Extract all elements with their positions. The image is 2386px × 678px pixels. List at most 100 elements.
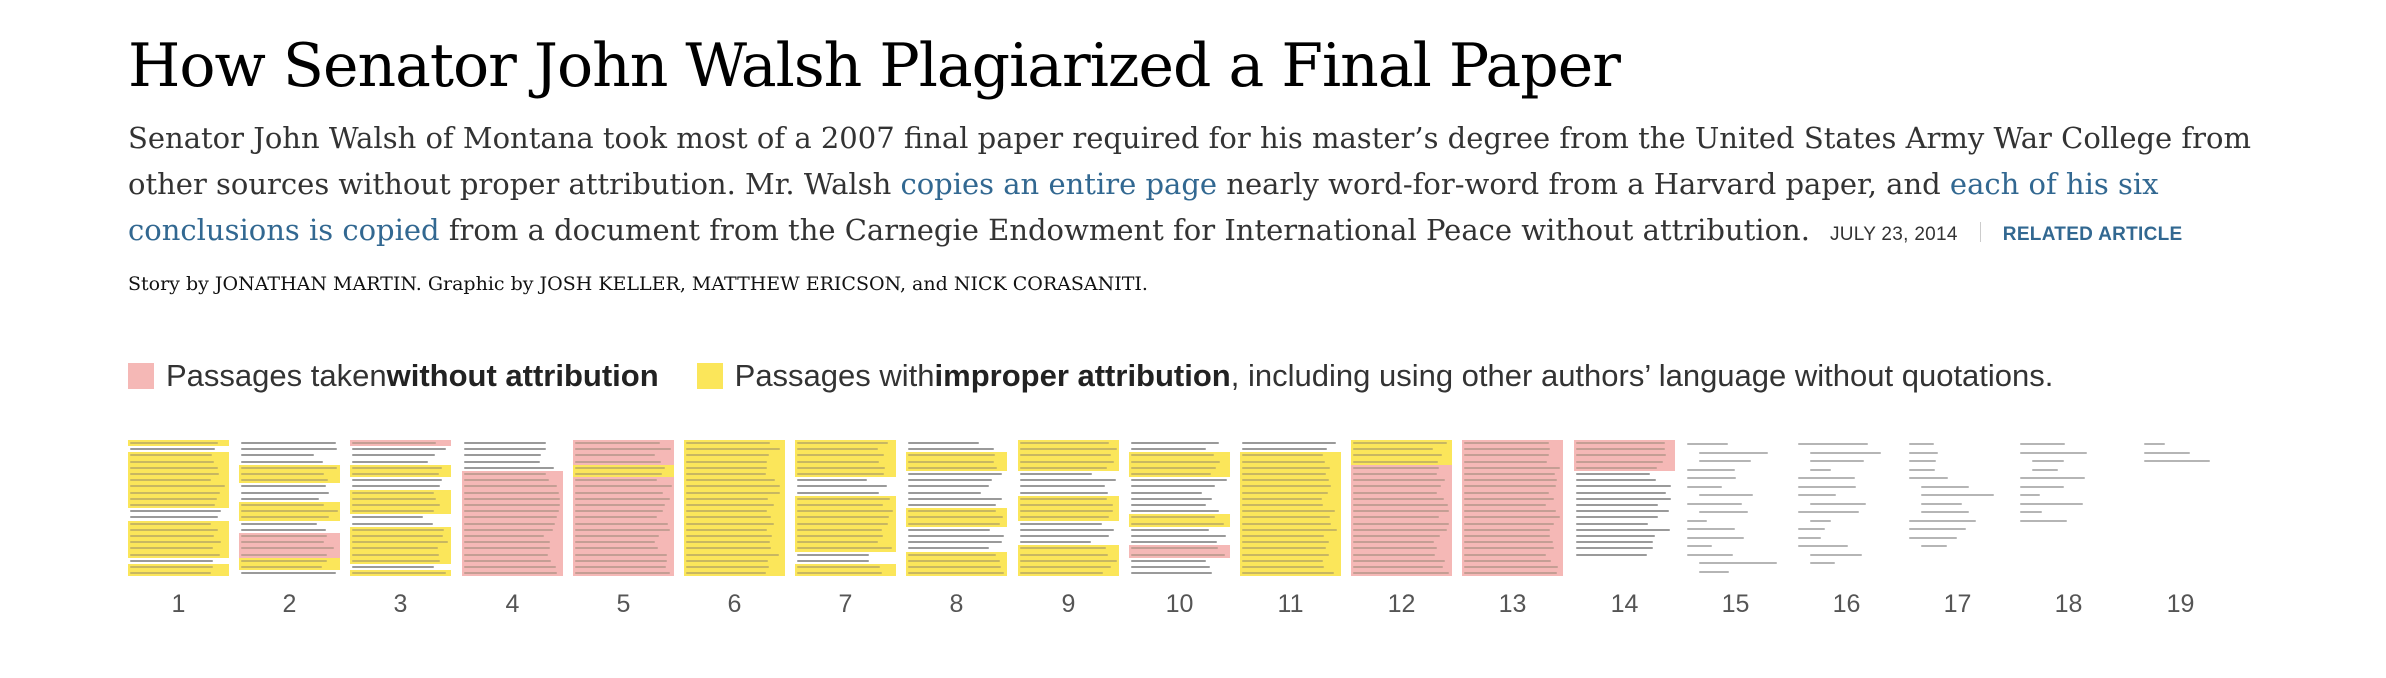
no-attribution-highlight — [350, 440, 451, 447]
page-thumbnail[interactable] — [2018, 438, 2119, 578]
improper-attribution-highlight — [684, 452, 785, 459]
text-line — [908, 541, 1002, 544]
improper-attribution-highlight — [1018, 464, 1119, 471]
text-line — [575, 510, 663, 513]
page-thumbnail[interactable] — [684, 438, 785, 578]
improper-attribution-highlight — [239, 464, 340, 471]
text-line — [1464, 510, 1557, 513]
text-line — [1353, 460, 1438, 463]
improper-attribution-highlight — [1240, 570, 1341, 577]
page-thumbnail[interactable] — [906, 438, 1007, 578]
improper-attribution-highlight — [684, 495, 785, 502]
text-line — [352, 535, 443, 537]
improper-attribution-highlight — [684, 570, 785, 577]
legend-without-bold: without attribution — [386, 358, 659, 393]
improper-attribution-highlight — [1018, 495, 1119, 502]
no-attribution-highlight — [1462, 545, 1563, 552]
text-line — [1464, 473, 1555, 475]
text-line — [908, 516, 1004, 519]
text-line — [797, 454, 884, 457]
text-line — [575, 473, 663, 475]
page-number: 11 — [1277, 590, 1304, 618]
page-thumbnail[interactable] — [795, 438, 896, 578]
text-line — [1576, 460, 1663, 463]
page-thumbnail[interactable] — [1462, 438, 1563, 578]
improper-attribution-highlight — [906, 452, 1007, 459]
text-line — [352, 528, 444, 531]
text-line — [352, 479, 443, 482]
page-thumbnail[interactable] — [1351, 438, 1452, 578]
text-line — [1464, 497, 1554, 500]
page-thumbnail[interactable] — [1907, 438, 2008, 578]
text-line — [1131, 559, 1206, 562]
reference-line — [2020, 494, 2040, 496]
text-line — [1353, 466, 1439, 469]
text-line — [686, 497, 769, 500]
page-18: 18 — [2018, 438, 2119, 618]
text-line — [575, 454, 656, 457]
no-attribution-highlight — [1462, 446, 1563, 453]
text-line — [130, 522, 212, 525]
related-article-link[interactable]: RELATED ARTICLE — [2002, 224, 2183, 245]
text-line — [1020, 491, 1108, 494]
text-line — [1020, 504, 1113, 506]
page-thumbnail[interactable] — [573, 438, 674, 578]
page-thumbnail[interactable] — [128, 438, 229, 578]
text-line — [797, 460, 879, 463]
reference-line — [1909, 477, 1948, 479]
improper-attribution-highlight — [350, 464, 451, 471]
page-thumbnail[interactable] — [1685, 438, 1786, 578]
page-thumbnail[interactable] — [350, 438, 451, 578]
page-number: 17 — [1943, 590, 1972, 618]
page-thumbnail[interactable] — [462, 438, 563, 578]
page-thumbnail[interactable] — [1129, 438, 1230, 578]
page-thumbnail[interactable] — [239, 438, 340, 578]
no-attribution-highlight — [573, 452, 674, 459]
no-attribution-highlight — [1462, 458, 1563, 465]
text-line — [241, 572, 336, 575]
text-line — [575, 460, 662, 463]
text-line — [1353, 479, 1446, 482]
text-line — [908, 559, 1000, 562]
page-thumbnail[interactable] — [1796, 438, 1897, 578]
improper-attribution-highlight — [906, 570, 1007, 577]
copies-entire-page-link[interactable]: copies an entire page — [900, 167, 1218, 201]
no-attribution-highlight — [1351, 545, 1452, 552]
text-line — [575, 553, 668, 556]
text-line — [1131, 535, 1226, 537]
page-5: 5 — [573, 438, 674, 618]
text-line — [1020, 479, 1117, 482]
text-line — [1020, 559, 1117, 562]
improper-attribution-highlight — [684, 545, 785, 552]
page-16: 16 — [1796, 438, 1897, 618]
text-line — [797, 547, 892, 550]
page-number: 2 — [282, 590, 297, 618]
no-attribution-highlight — [1351, 514, 1452, 521]
no-attribution-highlight — [1462, 508, 1563, 515]
conclusions-copied-link[interactable]: each of his six conclusions is copied — [128, 167, 2159, 247]
text-line — [130, 491, 221, 494]
improper-attribution-highlight — [795, 495, 896, 502]
improper-attribution-highlight — [906, 551, 1007, 558]
text-line — [130, 448, 216, 451]
text-line — [241, 473, 325, 475]
text-line — [908, 522, 1000, 525]
text-line — [241, 522, 318, 525]
legend-improper-bold: improper attribution — [934, 358, 1231, 393]
text-line — [575, 516, 658, 519]
reference-line — [1798, 494, 1836, 496]
page-thumbnail[interactable] — [1018, 438, 1119, 578]
reference-line — [1810, 502, 1866, 505]
page-thumbnail[interactable] — [2130, 438, 2231, 578]
page-thumbnail[interactable] — [1240, 438, 1341, 578]
text-line — [130, 497, 217, 500]
no-attribution-highlight — [1351, 471, 1452, 478]
improper-attribution-highlight — [239, 514, 340, 521]
improper-attribution-highlight — [1240, 489, 1341, 496]
text-line — [352, 522, 434, 525]
text-line — [464, 547, 551, 550]
text-line — [1020, 460, 1115, 463]
text-line — [575, 442, 660, 444]
page-thumbnail[interactable] — [1574, 438, 1675, 578]
no-attribution-highlight — [1462, 440, 1563, 447]
